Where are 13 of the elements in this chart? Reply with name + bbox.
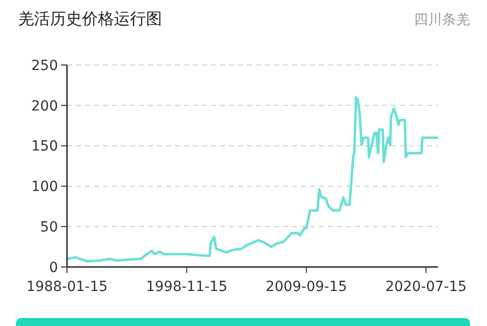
y-tick-label: 100 bbox=[31, 179, 58, 196]
y-tick-label: 0 bbox=[49, 260, 58, 276]
x-tick-label: 2020-07-15 bbox=[385, 279, 467, 295]
y-tick-label: 50 bbox=[40, 220, 58, 236]
x-tick-label: 1998-11-15 bbox=[146, 279, 228, 295]
line-series bbox=[66, 96, 438, 263]
y-tick-label: 200 bbox=[31, 98, 58, 114]
y-tick-label: 250 bbox=[31, 58, 58, 74]
chart-subtitle: 四川条羌 bbox=[414, 12, 470, 28]
y-tick-label: 150 bbox=[31, 138, 58, 155]
chart-title: 羌活历史价格运行图 bbox=[18, 9, 162, 28]
x-tick-label: 1988-01-15 bbox=[26, 279, 108, 295]
x-tick-label: 2009-09-15 bbox=[266, 279, 348, 295]
